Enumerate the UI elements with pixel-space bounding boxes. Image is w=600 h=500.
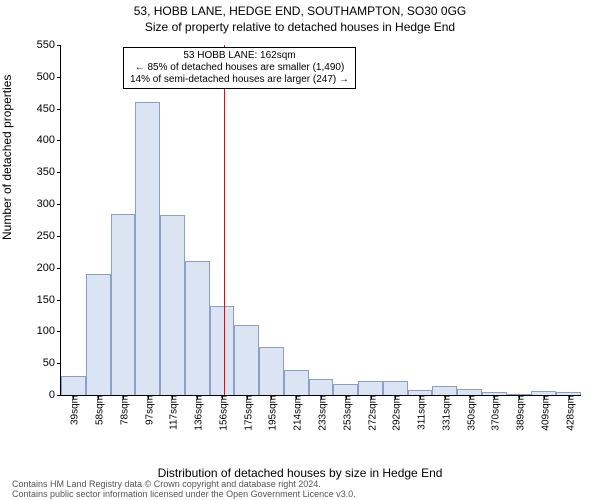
histogram-bar — [234, 325, 259, 395]
histogram-bar — [86, 274, 111, 395]
y-tick-mark — [57, 268, 61, 269]
x-tick-label: 272sqm — [363, 395, 378, 431]
x-tick-mark — [445, 395, 446, 399]
x-axis-label: Distribution of detached houses by size … — [0, 466, 600, 480]
histogram-bar — [185, 261, 210, 395]
x-tick-mark — [148, 395, 149, 399]
x-tick-label: 389sqm — [512, 395, 527, 431]
histogram-bar — [383, 381, 408, 395]
x-tick-label: 428sqm — [561, 395, 576, 431]
x-tick-label: 117sqm — [165, 395, 180, 430]
x-tick-label: 370sqm — [487, 395, 502, 431]
y-axis-label: Number of detached properties — [0, 75, 14, 240]
histogram-bar — [210, 306, 235, 395]
x-tick-label: 331sqm — [437, 395, 452, 431]
histogram-bar — [259, 347, 284, 395]
x-tick-mark — [296, 395, 297, 399]
y-tick-mark — [57, 109, 61, 110]
x-tick-mark — [73, 395, 74, 399]
x-tick-label: 78sqm — [115, 395, 130, 425]
x-tick-label: 39sqm — [66, 395, 81, 425]
histogram-bar — [284, 370, 309, 395]
x-tick-label: 156sqm — [214, 395, 229, 431]
y-tick-mark — [57, 172, 61, 173]
y-tick-mark — [57, 236, 61, 237]
attribution-text: Contains HM Land Registry data © Crown c… — [12, 480, 356, 499]
x-tick-label: 195sqm — [264, 395, 279, 431]
chart-container: 53, HOBB LANE, HEDGE END, SOUTHAMPTON, S… — [0, 0, 600, 500]
x-tick-label: 233sqm — [314, 395, 329, 431]
x-tick-label: 58sqm — [91, 395, 106, 425]
y-tick-mark — [57, 45, 61, 46]
histogram-bar — [160, 215, 185, 395]
histogram-bar — [333, 384, 358, 395]
annotation-box: 53 HOBB LANE: 162sqm← 85% of detached ho… — [123, 47, 356, 89]
histogram-bar — [309, 379, 334, 395]
y-tick-mark — [57, 77, 61, 78]
x-tick-label: 350sqm — [462, 395, 477, 431]
annotation-line: 53 HOBB LANE: 162sqm — [130, 50, 349, 62]
y-tick-mark — [57, 363, 61, 364]
x-tick-label: 175sqm — [239, 395, 254, 431]
y-tick-mark — [57, 300, 61, 301]
y-tick-mark — [57, 331, 61, 332]
histogram-bar — [111, 214, 136, 395]
x-tick-mark — [395, 395, 396, 399]
x-tick-mark — [197, 395, 198, 399]
x-tick-label: 311sqm — [413, 395, 428, 430]
x-tick-mark — [569, 395, 570, 399]
plot-area: 05010015020025030035040045050055039sqm58… — [60, 45, 581, 396]
y-tick-mark — [57, 140, 61, 141]
x-tick-label: 409sqm — [536, 395, 551, 431]
annotation-line: ← 85% of detached houses are smaller (1,… — [130, 62, 349, 74]
annotation-line: 14% of semi-detached houses are larger (… — [130, 74, 349, 86]
x-tick-mark — [544, 395, 545, 399]
x-tick-mark — [494, 395, 495, 399]
chart-title-line1: 53, HOBB LANE, HEDGE END, SOUTHAMPTON, S… — [0, 4, 600, 18]
x-tick-mark — [371, 395, 372, 399]
x-tick-mark — [519, 395, 520, 399]
x-tick-label: 292sqm — [388, 395, 403, 431]
histogram-bar — [432, 386, 457, 395]
marker-line — [224, 45, 225, 395]
x-tick-mark — [123, 395, 124, 399]
x-tick-label: 136sqm — [190, 395, 205, 431]
histogram-bar — [61, 376, 86, 395]
x-tick-label: 253sqm — [338, 395, 353, 431]
x-tick-mark — [271, 395, 272, 399]
x-tick-mark — [346, 395, 347, 399]
histogram-bar — [135, 102, 160, 395]
attribution-line2: Contains public sector information licen… — [12, 490, 356, 499]
x-tick-label: 97sqm — [140, 395, 155, 425]
x-tick-mark — [420, 395, 421, 399]
x-tick-mark — [222, 395, 223, 399]
x-tick-label: 214sqm — [289, 395, 304, 431]
x-tick-mark — [98, 395, 99, 399]
y-axis-label-text: Number of detached properties — [0, 75, 14, 240]
histogram-bar — [358, 381, 383, 395]
chart-title-line2: Size of property relative to detached ho… — [0, 20, 600, 34]
y-tick-mark — [57, 395, 61, 396]
x-tick-mark — [172, 395, 173, 399]
x-tick-mark — [470, 395, 471, 399]
x-tick-mark — [247, 395, 248, 399]
x-tick-mark — [321, 395, 322, 399]
y-tick-mark — [57, 204, 61, 205]
